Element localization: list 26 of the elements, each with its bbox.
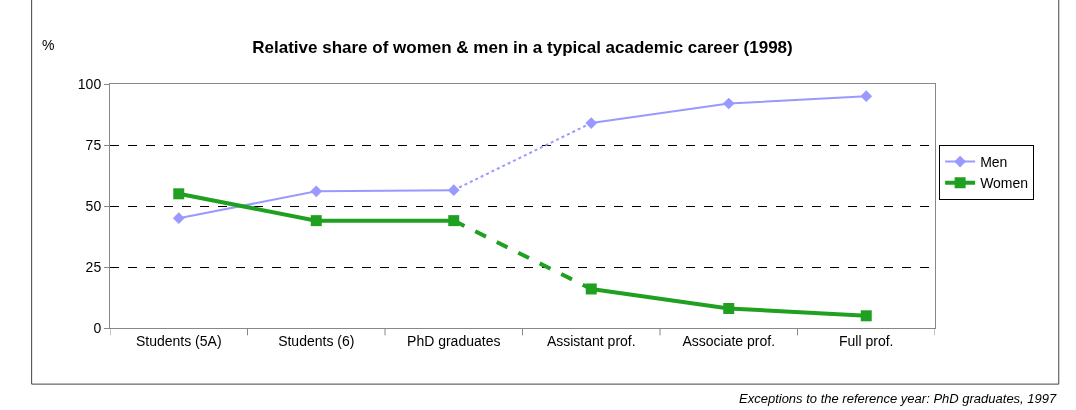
x-tick-label: Associate prof. xyxy=(682,332,776,349)
point xyxy=(585,283,597,295)
point xyxy=(310,185,323,198)
y-axis-title: % xyxy=(42,37,55,53)
y-tick-label: 50 xyxy=(85,197,102,214)
y-tick-label: 75 xyxy=(85,136,102,153)
legend-label: Men xyxy=(980,154,1008,171)
point xyxy=(722,97,735,110)
x-tick-label: Full prof. xyxy=(839,332,894,349)
y-tick-label: 100 xyxy=(77,75,102,92)
point xyxy=(310,215,322,227)
point xyxy=(585,117,598,129)
y-tick-label: 0 xyxy=(93,319,102,336)
point xyxy=(860,310,872,322)
point xyxy=(173,188,185,200)
chart-title: Relative share of women & men in a typical academic career (1998) xyxy=(252,37,793,57)
x-tick-label: PhD graduates xyxy=(407,332,501,349)
text: Exceptions to the reference year: PhD graduates, 1997 xyxy=(739,391,1058,406)
y-tick-label: 25 xyxy=(85,258,102,275)
legend-label: Women xyxy=(980,175,1029,192)
x-tick-label: Students (6) xyxy=(278,332,355,349)
x-tick-label: Assistant prof. xyxy=(546,332,636,349)
point xyxy=(172,212,185,225)
point xyxy=(723,302,735,314)
x-tick-label: Students (5A) xyxy=(135,332,222,349)
point xyxy=(860,90,873,103)
